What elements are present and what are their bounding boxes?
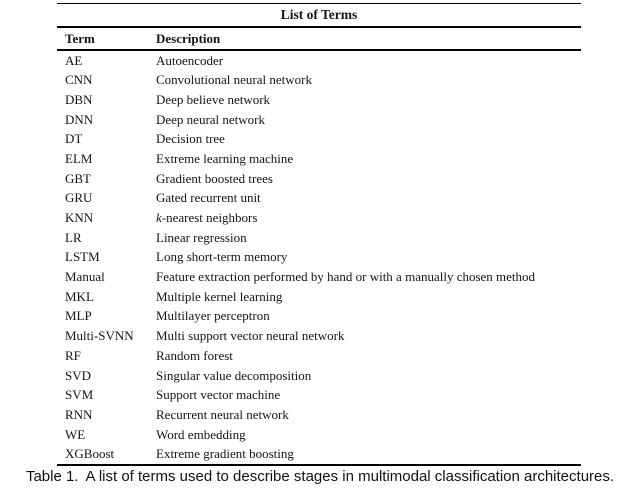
table-row: LR Linear regression — [57, 228, 581, 248]
table-row: SVM Support vector machine — [57, 385, 581, 405]
table-row: RNN Recurrent neural network — [57, 405, 581, 425]
table-header-row: Term Description — [57, 28, 581, 49]
term-cell: RNN — [65, 406, 93, 422]
term-cell: MLP — [65, 308, 92, 324]
table-caption-label: Table 1. — [25, 468, 79, 485]
description-cell: Multilayer perceptron — [156, 308, 270, 324]
table-row: KNN k-nearest neighbors — [57, 208, 581, 228]
table-title: List of Terms — [280, 7, 358, 22]
term-cell: RF — [65, 347, 81, 363]
table-row: GRU Gated recurrent unit — [57, 188, 581, 208]
description-cell: Deep believe network — [156, 91, 271, 107]
table-row: GBT Gradient boosted trees — [57, 169, 581, 189]
table-row: MKL Multiple kernel learning — [57, 287, 581, 307]
description-cell: Deep neural network — [156, 111, 266, 127]
description-cell: Linear regression — [156, 229, 247, 245]
term-cell: CNN — [65, 72, 93, 88]
table-row: LSTM Long short-term memory — [57, 247, 581, 267]
table-row: SVD Singular value decomposition — [57, 366, 581, 386]
table-caption: Table 1. A list of terms used to describe… — [0, 468, 640, 485]
table-header-rule — [57, 49, 581, 51]
description-cell: k-nearest neighbors — [156, 210, 258, 225]
term-cell: DBN — [65, 91, 93, 107]
table-row: WE Word embedding — [57, 425, 581, 445]
table-row: DNN Deep neural network — [57, 110, 581, 130]
description-cell: Autoencoder — [156, 52, 224, 68]
description-cell: Convolutional neural network — [156, 72, 312, 88]
table-rows: AE Autoencoder CNN Convolutional neural net… — [57, 51, 581, 464]
description-cell: Recurrent neural network — [156, 406, 289, 422]
description-cell: Support vector machine — [156, 387, 281, 403]
table-title-rule — [57, 26, 581, 28]
term-cell: SVD — [65, 367, 92, 383]
table-row: ELM Extreme learning machine — [57, 149, 581, 169]
term-cell: AE — [65, 52, 83, 68]
table-row: DBN Deep believe network — [57, 90, 581, 110]
description-cell: Word embedding — [156, 426, 246, 442]
table-row: AE Autoencoder — [57, 51, 581, 71]
description-cell: Extreme learning machine — [156, 150, 294, 166]
table-row: Multi-SVNN Multi support vector neural ne… — [57, 326, 581, 346]
description-cell: Gated recurrent unit — [156, 190, 261, 206]
table-row: CNN Convolutional neural network — [57, 70, 581, 90]
term-cell: WE — [65, 426, 86, 442]
term-cell: MKL — [65, 288, 94, 304]
term-cell: DNN — [65, 111, 94, 127]
description-cell: Singular value decomposition — [156, 367, 312, 383]
description-cell: Multiple kernel learning — [156, 288, 283, 304]
table-caption-text: A list of terms used to describe stages … — [85, 468, 615, 485]
table-row: XGBoost Extreme gradient boosting — [57, 444, 581, 464]
table-row: DT Decision tree — [57, 129, 581, 149]
term-cell: Multi-SVNN — [65, 328, 134, 344]
term-cell: ELM — [65, 150, 93, 166]
description-cell: Extreme gradient boosting — [156, 446, 294, 462]
term-cell: DT — [65, 131, 83, 147]
term-cell: Manual — [65, 269, 105, 285]
description-cell: Multi support vector neural network — [156, 328, 345, 344]
term-cell: GBT — [65, 170, 91, 186]
term-cell: LSTM — [65, 249, 100, 265]
term-cell: LR — [65, 229, 82, 245]
table-bottom-rule — [57, 463, 581, 466]
terms-table: List of Terms Term Description AE Autoenco… — [57, 3, 581, 466]
description-cell: Feature extraction performed by hand or … — [156, 269, 536, 285]
description-cell: Random forest — [156, 347, 233, 363]
column-header-term: Term — [65, 31, 95, 46]
table-row: RF Random forest — [57, 346, 581, 366]
table-row: MLP Multilayer perceptron — [57, 306, 581, 326]
column-header-description: Description — [156, 31, 221, 46]
description-cell: Gradient boosted trees — [156, 170, 273, 186]
table-top-rule — [57, 3, 581, 4]
term-cell: GRU — [65, 190, 93, 206]
term-cell: SVM — [65, 387, 94, 403]
term-cell: XGBoost — [65, 446, 115, 462]
table-row: Manual Feature extraction performed by ha… — [57, 267, 581, 287]
description-cell: Decision tree — [156, 131, 225, 147]
term-cell: KNN — [65, 210, 94, 225]
description-cell: Long short-term memory — [156, 249, 288, 265]
